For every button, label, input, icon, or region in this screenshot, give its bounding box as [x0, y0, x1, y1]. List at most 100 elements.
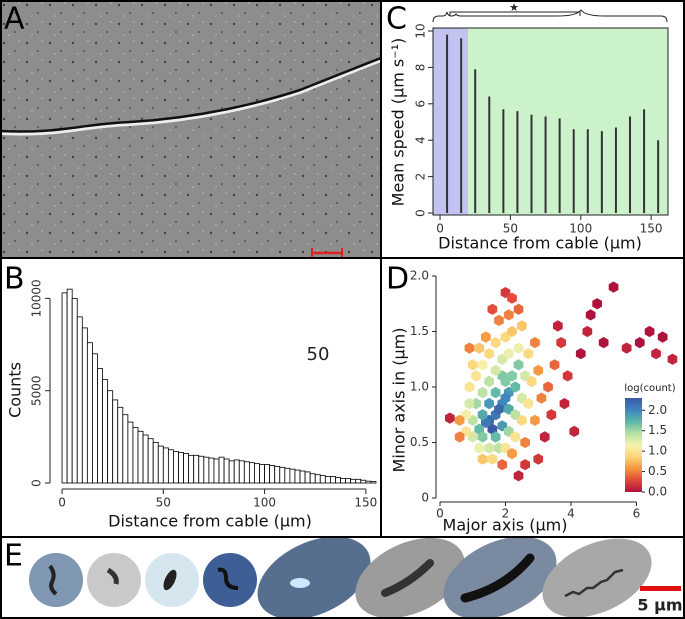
- bar: [132, 427, 139, 484]
- bar: [86, 342, 93, 484]
- hexbin-cell: [467, 359, 478, 371]
- bar: [274, 465, 281, 484]
- hexbin-cell: [490, 431, 501, 443]
- x-axis-label: Distance from cable (µm): [108, 512, 312, 531]
- hexbin-cell: [513, 359, 524, 371]
- y-tick-label: 6: [414, 100, 428, 108]
- hexbin-cell: [490, 386, 501, 399]
- y-tick-label: 1.0: [410, 380, 429, 394]
- significance-bracket: [449, 11, 581, 16]
- bar: [117, 406, 124, 484]
- colorbar-tick-label: 1.0: [648, 444, 667, 458]
- colorbar: [625, 398, 642, 492]
- bar: [238, 460, 245, 484]
- hexbin-cell: [494, 403, 504, 415]
- hexbin-cell: [513, 303, 524, 315]
- x-tick-label: 0: [58, 496, 66, 510]
- y-tick-label: 4: [414, 136, 428, 144]
- hexbin-cell: [477, 431, 488, 443]
- y-tick-label: 1.5: [410, 324, 429, 338]
- plot-frame: [432, 27, 669, 216]
- hexbin-cell: [490, 337, 501, 349]
- annotation: 50: [307, 344, 330, 365]
- y-tick-label: 2.0: [410, 269, 429, 283]
- bar: [203, 456, 210, 484]
- bar: [122, 414, 129, 484]
- bar: [269, 465, 276, 484]
- hexbin-cell: [484, 398, 494, 410]
- bar: [142, 434, 149, 484]
- panel-label: E: [4, 539, 23, 574]
- x-tick-label: 6: [633, 507, 641, 521]
- x-tick-label: 50: [156, 496, 171, 510]
- hexbin-cell: [575, 348, 586, 360]
- hexbin-cell: [474, 442, 485, 454]
- hexbin-cell: [543, 381, 553, 393]
- bar: [264, 464, 271, 484]
- hexbin-cell: [667, 353, 678, 365]
- bar: [147, 438, 154, 484]
- hexbin-cell: [464, 342, 475, 354]
- hexbin-cell: [536, 392, 547, 404]
- x-tick-label: 0: [436, 507, 444, 521]
- bar: [102, 379, 109, 484]
- hexbin-cell: [539, 431, 550, 443]
- bar: [340, 477, 346, 484]
- panel-label: D: [386, 262, 409, 297]
- y-axis-label: Minor axis in (µm): [390, 328, 409, 473]
- hexbin-cell: [477, 359, 488, 371]
- hexbin-cell: [592, 298, 602, 310]
- bar: [279, 466, 286, 484]
- hexbin-cell: [569, 425, 580, 437]
- bar: [107, 390, 114, 484]
- colorbar-tick-label: 0.5: [648, 464, 667, 478]
- hexbin-cell: [507, 292, 517, 304]
- hexbin-cell: [651, 348, 661, 360]
- x-tick-label: 4: [567, 507, 575, 521]
- bar: [350, 478, 357, 484]
- hexbin-cell: [507, 370, 517, 382]
- hexbin-cell: [523, 398, 534, 410]
- hexbin-cell: [549, 359, 560, 371]
- bar: [178, 452, 184, 484]
- hexbin-cell: [598, 337, 609, 349]
- hexbin-cell: [497, 459, 508, 471]
- y-tick-label: 2: [414, 173, 428, 181]
- x-tick-label: 150: [640, 222, 663, 236]
- bar: [97, 368, 103, 484]
- hexbin-cell: [585, 309, 596, 321]
- hexbin-cell: [481, 331, 491, 343]
- hexbin-cell: [553, 320, 563, 332]
- bar: [233, 459, 240, 484]
- bar: [319, 475, 326, 484]
- hexbin-cell: [559, 398, 570, 410]
- bar: [355, 478, 362, 484]
- bar: [365, 480, 372, 484]
- region: [433, 28, 469, 215]
- bar: [345, 477, 352, 484]
- panel-label: C: [386, 2, 407, 37]
- bar: [66, 288, 73, 484]
- y-tick-label: 0: [421, 491, 429, 505]
- hexbin-cell: [530, 414, 540, 426]
- x-tick-label: 100: [253, 496, 276, 510]
- bar: [152, 441, 159, 484]
- bar: [112, 399, 119, 484]
- y-tick-label: 0.5: [410, 435, 429, 449]
- hexbin-cell: [494, 314, 504, 326]
- x-tick-label: 150: [354, 496, 377, 510]
- hexbin-cell: [464, 398, 475, 410]
- region: [468, 28, 668, 215]
- bar: [183, 453, 190, 484]
- hexbin-cell: [490, 364, 501, 376]
- x-axis-label: Distance from cable (µm): [438, 234, 642, 253]
- bar: [370, 481, 377, 484]
- panel-label: B: [4, 262, 25, 297]
- bar: [360, 479, 367, 484]
- hexbin-cell: [484, 375, 494, 388]
- y-axis-label: Mean speed (µm s⁻¹): [389, 38, 408, 207]
- bar: [228, 460, 235, 484]
- hexbin-cell: [474, 342, 485, 354]
- hexbin-cell: [487, 303, 498, 315]
